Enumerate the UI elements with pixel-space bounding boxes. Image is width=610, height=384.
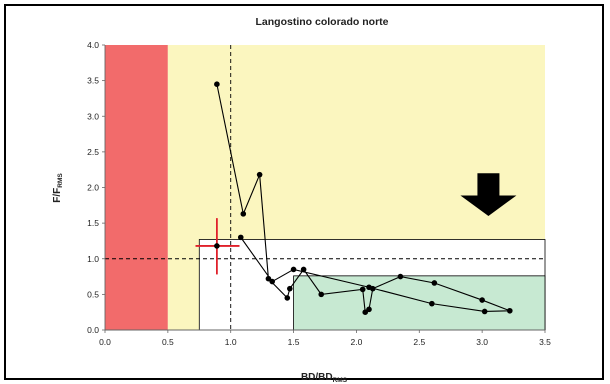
series-point-0-19 — [290, 266, 297, 273]
series-point-0-15 — [507, 307, 513, 314]
y-tick-label-0: 0.0 — [87, 325, 99, 335]
x-tick-label-0: 0.0 — [99, 337, 111, 347]
y-tick-label-2: 1.0 — [87, 254, 99, 264]
series-point-0-2 — [256, 171, 263, 178]
y-tick-label-6: 3.0 — [87, 111, 99, 121]
series-point-0-18 — [366, 284, 372, 291]
y-tick-label-5: 2.5 — [87, 147, 99, 157]
series-point-0-16 — [481, 308, 488, 315]
current-point-layer — [195, 218, 240, 275]
down-arrow-icon — [460, 173, 517, 216]
series-point-0-0 — [214, 81, 220, 87]
series-point-0-10 — [366, 306, 372, 313]
series-point-0-4 — [284, 295, 291, 301]
x-tick-label-4: 2.0 — [351, 337, 363, 347]
series-point-0-1 — [240, 211, 247, 217]
series-point-0-13 — [431, 280, 438, 286]
zone-sub-exploitation — [293, 275, 546, 331]
x-tick-labels: 0.0 0.5 1.0 1.5 2.0 2.5 3.0 3.5 — [99, 337, 551, 347]
x-tick-label-6: 3.0 — [476, 337, 488, 347]
reference-lines-layer — [105, 45, 545, 330]
y-tick-label-7: 3.5 — [87, 76, 99, 86]
series-point-0-7 — [318, 291, 325, 298]
y-tick-labels: 0.0 0.5 1.0 1.5 2.0 2.5 3.0 3.5 4.0 — [87, 40, 99, 335]
series-point-0-21 — [237, 234, 244, 241]
series-point-0-14 — [479, 297, 485, 303]
series-point-0-5 — [287, 285, 293, 292]
x-tick-label-2: 1.0 — [225, 337, 237, 347]
x-tick-label-7: 3.5 — [539, 337, 551, 347]
chart-title: Langostino colorado norte — [256, 16, 389, 28]
series-line-0 — [216, 84, 510, 314]
annotation-arrow-layer — [460, 173, 517, 216]
y-axis-label-main: F/F — [52, 188, 63, 203]
y-tick-label-1: 0.5 — [87, 289, 99, 299]
y-axis-label: F/FRMS — [52, 173, 64, 203]
x-tick-label-3: 1.5 — [288, 337, 300, 347]
y-axis-label-sub: RMS — [57, 173, 64, 188]
series-layer — [214, 81, 513, 315]
series-point-0-12 — [397, 273, 404, 280]
x-tick-label-5: 2.5 — [413, 337, 425, 347]
current-point-marker — [214, 243, 220, 249]
zone-collapse — [105, 45, 168, 330]
series-point-0-20 — [269, 278, 276, 285]
y-tick-label-4: 2.0 — [87, 183, 99, 193]
x-axis-label-sub: RMS — [333, 377, 348, 384]
x-axis-label: BD/BDRMS — [301, 372, 348, 384]
x-axis-label-main: BD/BD — [301, 372, 333, 383]
x-tick-label-1: 0.5 — [162, 337, 174, 347]
series-point-0-6 — [300, 266, 307, 273]
axes-layer — [102, 44, 546, 333]
series-point-0-17 — [429, 300, 435, 307]
series-point-0-8 — [359, 286, 366, 293]
y-tick-label-8: 4.0 — [87, 40, 99, 50]
y-tick-label-3: 1.5 — [87, 218, 99, 228]
